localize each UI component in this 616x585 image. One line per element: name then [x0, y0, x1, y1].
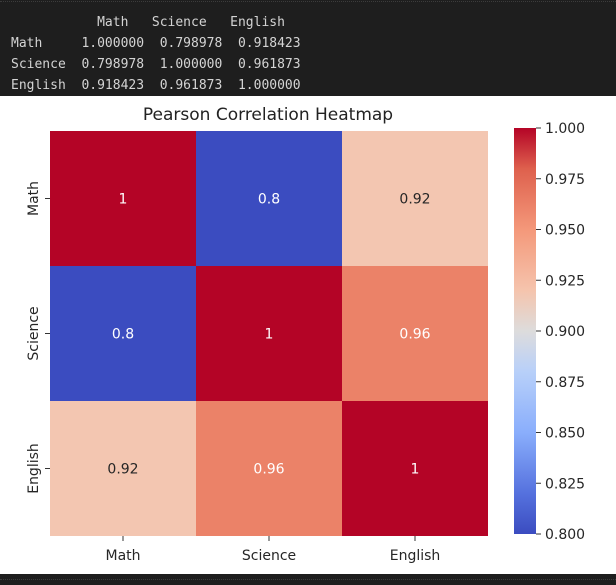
console-line-header: Math Science English: [11, 15, 285, 30]
heatmap-cell-english-english: [342, 401, 488, 536]
x-tick-label: English: [390, 548, 441, 564]
bottom-divider: [0, 574, 616, 585]
heatmap-cell-science-math: [50, 266, 196, 401]
heatmap-cell-math-math: [50, 131, 196, 266]
x-axis-ticks: Math Science English: [105, 536, 440, 564]
y-tick-label: Math: [26, 181, 42, 216]
colorbar: 0.800 0.825 0.850 0.875 0.900 0.925 0.950 0.975…: [514, 121, 585, 543]
console-output: Math Science English Math 1.000000 0.798…: [0, 0, 616, 96]
colorbar-tick-label: 0.900: [545, 324, 585, 340]
heatmap-cell-math-english: [342, 131, 488, 266]
cell-annotation: 0.92: [107, 462, 138, 478]
cell-annotations: 1 0.8 0.92 0.8 1 0.96 0.92 0.96 1: [107, 192, 430, 478]
heatmap-chart: Pearson Correlation Heatmap 1 0.8 0.920.8 1…: [26, 105, 585, 564]
heatmap-cells: [50, 131, 488, 536]
cell-annotation: 1: [411, 462, 420, 478]
x-tick-label: Science: [242, 548, 296, 564]
colorbar-tick-label: 1.000: [545, 121, 585, 137]
cell-annotation: 0.96: [399, 327, 430, 343]
colorbar-gradient: [514, 128, 536, 534]
cell-annotation: 0.8: [112, 327, 134, 343]
colorbar-tick-label: 0.950: [545, 223, 585, 239]
heatmap-cell-math-science: [196, 131, 342, 266]
colorbar-tick-label: 0.825: [545, 476, 585, 492]
console-line-english: English 0.918423 0.961873 1.000000: [11, 78, 301, 93]
heatmap-cell-science-english: [342, 266, 488, 401]
colorbar-tick-label: 0.800: [545, 527, 585, 543]
colorbar-tick-label: 0.975: [545, 172, 585, 188]
cell-annotation: 0.96: [253, 462, 284, 478]
console-line-science: Science 0.798978 1.000000 0.961873: [11, 57, 301, 72]
cell-annotation: 1: [119, 192, 128, 208]
colorbar-tick-label: 0.875: [545, 375, 585, 391]
top-divider: [0, 1, 616, 2]
x-tick-label: Math: [105, 548, 140, 564]
cell-annotation: 0.92: [399, 192, 430, 208]
colorbar-tick-label: 0.850: [545, 426, 585, 442]
y-tick-label: English: [26, 443, 42, 494]
cell-annotation: 0.8: [258, 192, 280, 208]
console-line-math: Math 1.000000 0.798978 0.918423: [11, 36, 301, 51]
y-axis-ticks: Math Science English: [26, 181, 50, 494]
colorbar-tick-label: 0.925: [545, 273, 585, 289]
chart-title: Pearson Correlation Heatmap: [143, 105, 393, 125]
heatmap-cell-english-math: [50, 401, 196, 536]
heatmap-figure: Pearson Correlation Heatmap 1 0.8 0.92 0.8 1…: [0, 96, 616, 574]
cell-annotation: 1: [265, 327, 274, 343]
heatmap-cell-science-science: [196, 266, 342, 401]
y-tick-label: Science: [26, 306, 42, 360]
heatmap-cell-english-science: [196, 401, 342, 536]
